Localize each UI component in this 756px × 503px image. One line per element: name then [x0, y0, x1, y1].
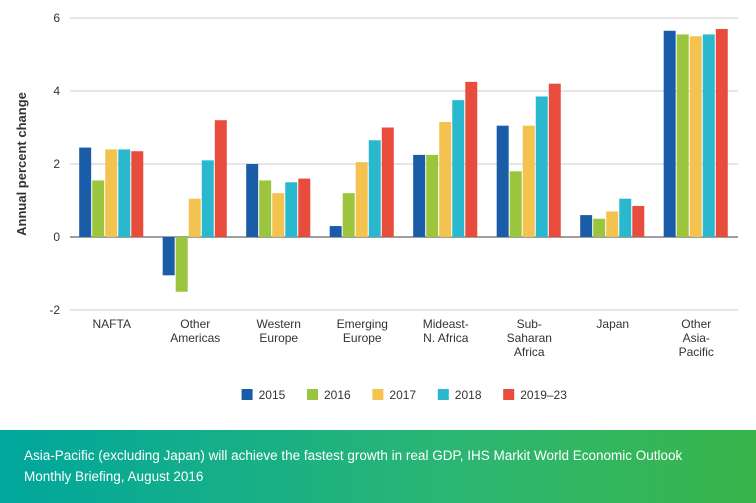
- bar: [549, 84, 561, 237]
- y-tick-label: -2: [49, 303, 60, 317]
- bar: [593, 219, 605, 237]
- category-label: Mideast-N. Africa: [423, 317, 469, 345]
- caption-text: Asia-Pacific (excluding Japan) will achi…: [24, 446, 732, 488]
- bar: [690, 36, 702, 237]
- bar: [246, 164, 258, 237]
- bar: [677, 34, 689, 237]
- y-axis-label: Annual percent change: [14, 92, 29, 236]
- category-label: OtherAsia-Pacific: [679, 317, 714, 359]
- bar: [664, 31, 676, 237]
- legend-label: 2016: [324, 388, 351, 402]
- chart-container: -2 0 2 4 6 Annual percent change NAFTA OtherAme…: [0, 0, 756, 503]
- legend-label: 2017: [389, 388, 416, 402]
- bar: [189, 199, 201, 237]
- bar: [356, 162, 368, 237]
- y-tick-label: 4: [53, 84, 60, 98]
- category-label: WesternEurope: [257, 317, 301, 345]
- bar: [285, 182, 297, 237]
- bar: [536, 96, 548, 237]
- bar: [259, 180, 271, 237]
- bar: [202, 160, 214, 237]
- bar: [118, 149, 130, 237]
- bar: [619, 199, 631, 237]
- legend-swatch: [372, 389, 383, 400]
- legend-swatch: [307, 389, 318, 400]
- bar: [330, 226, 342, 237]
- legend-swatch: [242, 389, 253, 400]
- legend-label: 2015: [259, 388, 286, 402]
- category-label: Japan: [596, 317, 629, 331]
- category-label: Sub-SaharanAfrica: [507, 317, 552, 359]
- bar: [369, 140, 381, 237]
- bar: [272, 193, 284, 237]
- chart-area: -2 0 2 4 6 Annual percent change NAFTA OtherAme…: [0, 0, 756, 430]
- category-label: NAFTA: [93, 317, 131, 331]
- bar: [176, 237, 188, 292]
- bar: [413, 155, 425, 237]
- bar: [606, 211, 618, 237]
- bar: [343, 193, 355, 237]
- legend-label: 2019–23: [520, 388, 567, 402]
- bar: [523, 126, 535, 237]
- bar: [79, 148, 91, 237]
- y-tick-label: 0: [53, 230, 60, 244]
- bar: [298, 179, 310, 237]
- bar: [92, 180, 104, 237]
- legend-swatch: [438, 389, 449, 400]
- legend-label: 2018: [455, 388, 482, 402]
- bar: [105, 149, 117, 237]
- category-label: OtherAmericas: [170, 317, 220, 345]
- caption-bar: Asia-Pacific (excluding Japan) will achi…: [0, 430, 756, 503]
- bar: [716, 29, 728, 237]
- bar: [439, 122, 451, 237]
- y-tick-label: 2: [53, 157, 60, 171]
- bar: [465, 82, 477, 237]
- bar: [426, 155, 438, 237]
- bar: [497, 126, 509, 237]
- bar: [382, 128, 394, 238]
- y-tick-label: 6: [53, 11, 60, 25]
- bar: [163, 237, 175, 275]
- bar: [452, 100, 464, 237]
- legend-swatch: [503, 389, 514, 400]
- bar: [510, 171, 522, 237]
- bar: [703, 34, 715, 237]
- bar: [131, 151, 143, 237]
- bar: [215, 120, 227, 237]
- bar-chart: -2 0 2 4 6 Annual percent change NAFTA OtherAme…: [0, 0, 756, 430]
- bar: [632, 206, 644, 237]
- bar: [580, 215, 592, 237]
- category-label: EmergingEurope: [337, 317, 388, 345]
